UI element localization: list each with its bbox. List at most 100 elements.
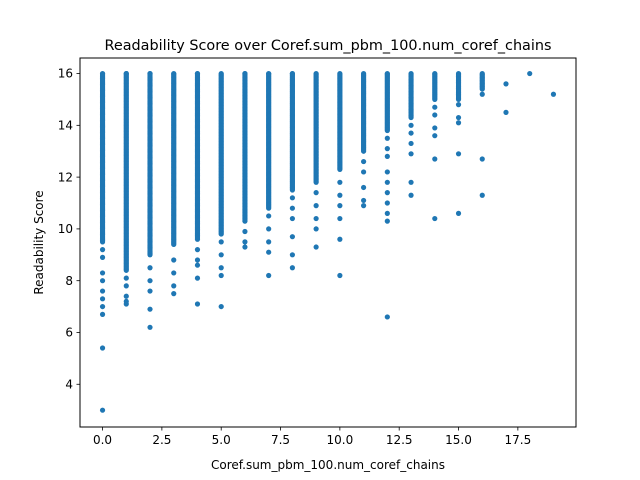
- y-tick-label: 16: [58, 67, 73, 81]
- data-point: [361, 184, 367, 191]
- data-point: [384, 218, 390, 224]
- data-point: [99, 296, 106, 302]
- data-point: [147, 306, 153, 312]
- data-point: [99, 303, 106, 310]
- chart-title: Readability Score over Coref.sum_pbm_100…: [105, 38, 552, 54]
- data-point: [455, 120, 462, 126]
- data-point: [384, 200, 390, 206]
- x-tick-label: 10.0: [327, 433, 354, 447]
- data-point: [194, 262, 201, 268]
- data-point: [479, 192, 485, 198]
- data-point: [408, 151, 414, 157]
- data-point: [242, 239, 248, 245]
- data-point: [99, 254, 106, 260]
- data-point: [432, 70, 438, 77]
- data-point: [361, 158, 367, 165]
- data-point: [337, 70, 343, 77]
- data-point: [242, 228, 248, 235]
- data-point: [99, 70, 106, 77]
- data-point: [289, 195, 295, 201]
- data-point: [242, 70, 248, 77]
- data-point: [455, 210, 462, 216]
- x-tick-label: 0.0: [93, 433, 112, 447]
- data-point: [432, 133, 438, 139]
- data-point: [194, 247, 201, 253]
- data-point: [266, 213, 272, 219]
- data-point: [289, 252, 295, 258]
- data-point: [337, 203, 343, 209]
- data-point: [503, 81, 509, 87]
- data-point: [432, 125, 438, 131]
- data-point: [99, 407, 106, 413]
- data-point: [218, 239, 224, 245]
- data-point: [408, 70, 414, 77]
- data-point: [361, 203, 367, 209]
- x-tick-label: 15.0: [445, 433, 472, 447]
- data-point: [194, 301, 201, 307]
- data-point: [171, 270, 177, 276]
- x-tick-label: 5.0: [212, 433, 231, 447]
- data-point: [266, 249, 272, 255]
- data-point: [99, 278, 106, 284]
- data-point: [337, 192, 343, 198]
- data-point: [194, 257, 201, 263]
- data-point: [313, 203, 319, 209]
- data-point: [361, 70, 367, 77]
- data-point: [384, 179, 390, 185]
- data-point: [266, 70, 272, 77]
- data-point: [384, 210, 390, 216]
- x-tick-label: 2.5: [152, 433, 171, 447]
- data-point: [432, 112, 438, 118]
- data-point: [479, 70, 485, 77]
- data-point: [171, 283, 177, 289]
- data-point: [99, 270, 106, 276]
- data-point: [99, 247, 106, 253]
- data-point: [123, 301, 129, 307]
- x-tick-label: 17.5: [504, 433, 531, 447]
- plot-frame: [79, 57, 577, 428]
- data-point: [313, 190, 319, 196]
- data-point: [361, 197, 367, 204]
- data-point: [384, 70, 390, 77]
- x-tick-label: 7.5: [271, 433, 290, 447]
- data-point: [384, 169, 390, 175]
- data-point: [337, 179, 343, 185]
- data-point: [455, 102, 462, 108]
- data-point: [218, 265, 224, 271]
- data-point: [384, 190, 390, 196]
- data-point: [171, 70, 177, 77]
- data-point: [503, 109, 509, 115]
- x-tick-label: 12.5: [386, 433, 413, 447]
- data-point: [432, 156, 438, 162]
- data-point: [147, 278, 153, 284]
- data-point: [408, 179, 414, 185]
- data-point: [384, 314, 390, 320]
- data-point: [408, 122, 414, 128]
- data-point: [313, 226, 319, 232]
- data-point: [99, 345, 106, 351]
- data-point: [384, 146, 390, 152]
- data-point: [123, 275, 129, 281]
- y-tick-label: 14: [58, 119, 73, 133]
- data-point: [218, 252, 224, 258]
- data-point: [147, 288, 153, 294]
- data-point: [408, 140, 414, 147]
- x-axis: 0.0 2.5 5.0 7.5 10.0 12.5 15.0 17.5: [93, 427, 531, 447]
- plot-marks: [99, 70, 557, 413]
- data-point: [479, 156, 485, 162]
- data-point: [147, 70, 153, 77]
- y-axis: 4 6 8 10 12 14 16: [58, 67, 80, 391]
- data-point: [337, 215, 343, 222]
- data-point: [432, 104, 438, 110]
- y-tick-label: 10: [58, 222, 73, 236]
- data-point: [123, 293, 129, 299]
- data-point: [147, 265, 153, 271]
- data-point: [289, 205, 295, 211]
- data-point: [218, 303, 224, 310]
- data-point: [337, 272, 343, 279]
- data-point: [194, 70, 201, 77]
- data-point: [408, 192, 414, 198]
- data-point: [171, 291, 177, 297]
